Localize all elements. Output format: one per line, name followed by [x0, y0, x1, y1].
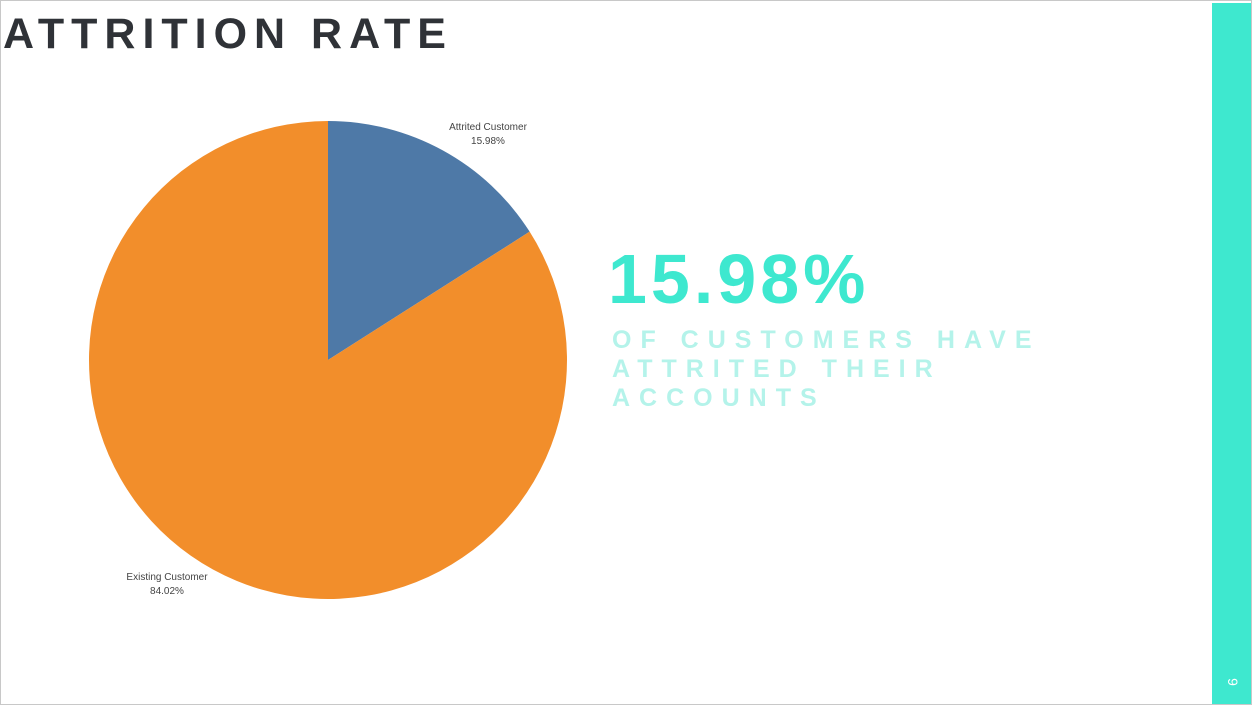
accent-side-bar [1212, 3, 1251, 704]
pie-slice-attrited-customer [328, 121, 530, 360]
pie-chart [81, 113, 581, 613]
slice-label-attrited-name: Attrited Customer [449, 122, 527, 133]
slice-label-existing-value: 84.02% [150, 586, 184, 597]
attrition-stat: 15.98% [608, 240, 870, 318]
attrition-caption: OF CUSTOMERS HAVE ATTRITED THEIR ACCOUNT… [612, 326, 1041, 412]
slice-label-attrited-value: 15.98% [471, 136, 505, 147]
slice-label-attrited: Attrited Customer 15.98% [433, 121, 543, 149]
page-number: 9 [1225, 678, 1241, 686]
page-title: ATTRITION RATE [3, 10, 453, 58]
slice-label-existing: Existing Customer 84.02% [112, 571, 222, 599]
pie-slice-existing-customer [88, 121, 567, 599]
pie-chart-svg [88, 121, 567, 599]
slice-label-existing-name: Existing Customer [126, 572, 208, 583]
